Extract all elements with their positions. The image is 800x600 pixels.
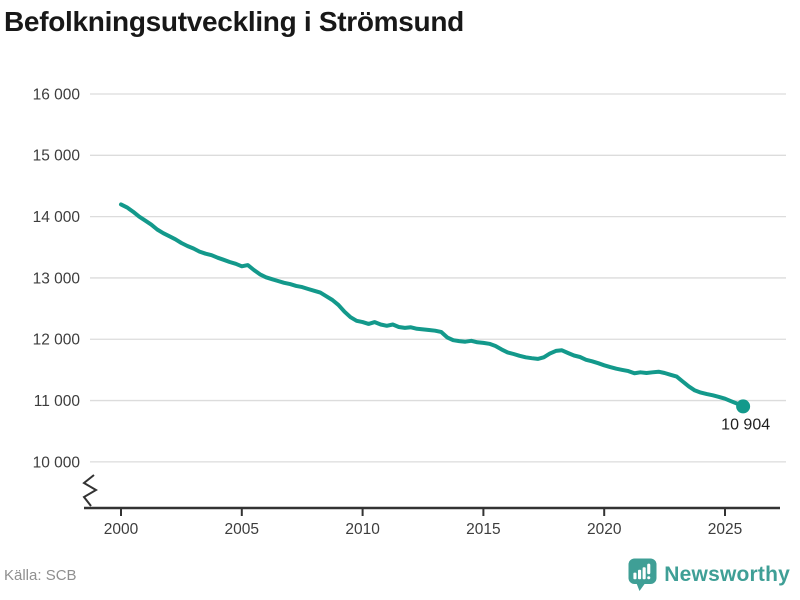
- x-axis-tick-label: 2005: [225, 521, 259, 538]
- chart-title: Befolkningsutveckling i Strömsund: [4, 6, 464, 37]
- x-axis-tick-label: 2015: [466, 521, 500, 538]
- logo-exclamation-stem: [647, 563, 651, 575]
- series-layer: 10 904: [119, 202, 770, 433]
- y-axis-tick-label: 16 000: [33, 86, 81, 103]
- y-axis-tick-label: 14 000: [33, 209, 81, 226]
- logo-bar-medium: [638, 569, 642, 580]
- y-axis-tick-label: 13 000: [33, 270, 81, 287]
- population-line-chart: 16 000 15 000 14 000 13 000 12 000 11 000 10 0…: [33, 86, 786, 538]
- x-axis-tick-label: 2025: [708, 521, 742, 538]
- y-axis-tick-label: 15 000: [33, 148, 81, 165]
- axis-layer: 2000 2005 2010 2015 2020 2025: [82, 474, 780, 538]
- x-axis-tick-label: 2000: [104, 521, 139, 538]
- newsworthy-logo[interactable]: Newsworthy: [628, 558, 790, 592]
- y-axis-break-icon: [82, 474, 98, 507]
- gridline-layer: 16 000 15 000 14 000 13 000 12 000 11 000 10 0…: [33, 86, 786, 471]
- x-axis-tick-label: 2020: [587, 521, 622, 538]
- latest-value-marker: [736, 399, 751, 414]
- logo-bar-short: [633, 572, 637, 580]
- y-axis-tick-label: 10 000: [33, 454, 81, 471]
- logo-exclamation-dot: [647, 576, 651, 580]
- y-axis-tick-label: 11 000: [34, 393, 81, 410]
- latest-value-label: 10 904: [721, 416, 770, 433]
- logo-bar-tall: [642, 567, 646, 580]
- source-caption: Källa: SCB: [4, 566, 77, 584]
- newsworthy-wordmark: Newsworthy: [664, 563, 790, 586]
- population-line: [119, 202, 746, 409]
- chart-footer: Källa: SCB Newsworthy: [0, 556, 800, 600]
- y-axis-tick-label: 12 000: [33, 332, 81, 349]
- newsworthy-bubble-barchart-icon: [628, 558, 657, 591]
- x-axis-tick-label: 2010: [345, 521, 380, 538]
